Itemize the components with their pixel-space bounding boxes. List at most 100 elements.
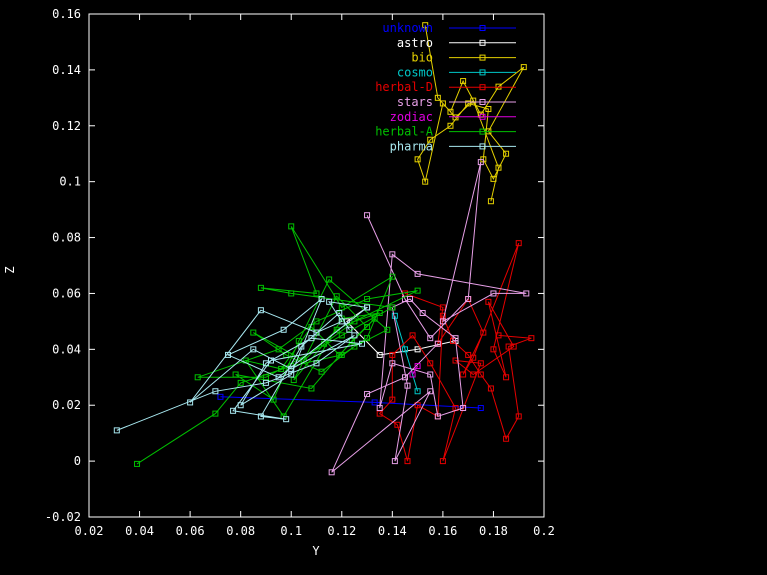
data-point — [364, 304, 371, 311]
x-axis-label: Y — [312, 544, 320, 558]
series-line — [136, 226, 418, 465]
data-point — [288, 371, 295, 378]
data-point — [212, 410, 219, 417]
y-tick-label: 0.12 — [52, 119, 81, 133]
data-point — [280, 326, 287, 333]
data-point — [318, 296, 325, 303]
data-point — [326, 298, 333, 305]
data-point — [495, 83, 502, 90]
data-point — [290, 377, 297, 384]
data-point — [346, 326, 353, 333]
data-point — [487, 198, 494, 205]
data-point — [465, 296, 472, 303]
data-point — [230, 407, 237, 414]
data-point — [288, 223, 295, 230]
y-tick-label: 0 — [74, 454, 81, 468]
series-line — [412, 365, 419, 375]
legend-label: stars — [397, 95, 433, 109]
legend: unknownastrobiocosmoherbal-Dstarszodiach… — [375, 21, 516, 153]
data-point — [333, 293, 340, 300]
legend-swatch-marker — [479, 143, 486, 150]
data-point — [427, 388, 434, 395]
data-point — [503, 435, 510, 442]
data-point — [217, 393, 224, 400]
data-point — [427, 360, 434, 367]
data-point — [313, 329, 320, 336]
data-point — [364, 391, 371, 398]
data-point — [336, 310, 343, 317]
x-tick-label: 0.18 — [479, 524, 508, 538]
data-point — [414, 270, 421, 277]
data-point — [477, 405, 484, 412]
data-point — [348, 337, 355, 344]
data-point — [401, 346, 408, 353]
y-tick-label: 0.04 — [52, 342, 81, 356]
data-point — [394, 421, 401, 428]
x-tick-label: 0.02 — [75, 524, 104, 538]
data-point — [515, 240, 522, 247]
data-point — [439, 312, 446, 319]
data-point — [389, 351, 396, 358]
legend-swatch-marker — [479, 69, 486, 76]
data-point — [389, 304, 396, 311]
data-point — [328, 469, 335, 476]
data-point — [427, 371, 434, 378]
legend-swatch-marker — [479, 99, 486, 105]
data-point — [113, 427, 120, 434]
data-point — [487, 385, 494, 392]
data-point — [336, 351, 343, 358]
data-point — [376, 310, 383, 317]
data-point — [434, 340, 441, 347]
data-point — [338, 318, 345, 325]
data-point — [250, 346, 257, 353]
data-point — [414, 287, 421, 294]
data-point — [485, 106, 492, 113]
series-layer — [113, 22, 535, 476]
data-point — [480, 329, 487, 336]
data-point — [313, 290, 320, 297]
data-point — [404, 382, 411, 389]
data-point — [288, 290, 295, 297]
data-point — [490, 290, 497, 297]
data-point — [288, 365, 295, 372]
y-tick-label: -0.02 — [45, 510, 81, 524]
data-point — [262, 379, 269, 386]
x-tick-label: 0.04 — [125, 524, 154, 538]
legend-label: bio — [411, 51, 433, 65]
data-point — [250, 329, 257, 336]
x-tick-label: 0.12 — [327, 524, 356, 538]
data-point — [225, 351, 232, 358]
data-point — [407, 296, 414, 303]
data-point — [495, 332, 502, 339]
plot-frame — [88, 13, 545, 518]
data-point — [313, 360, 320, 367]
data-point — [134, 460, 141, 467]
data-point — [212, 388, 219, 395]
data-point — [503, 374, 510, 381]
series-line — [116, 297, 369, 431]
data-point — [452, 335, 459, 342]
data-point — [308, 335, 315, 342]
data-point — [401, 374, 408, 381]
data-point — [283, 416, 290, 423]
y-tick-label: 0.02 — [52, 398, 81, 412]
x-tick-label: 0.1 — [280, 524, 302, 538]
legend-label: cosmo — [397, 65, 433, 79]
data-point — [422, 178, 429, 185]
data-point — [275, 346, 282, 353]
data-point — [439, 458, 446, 465]
legend-swatch-marker — [479, 54, 486, 61]
data-point — [364, 335, 371, 342]
data-point — [298, 343, 305, 350]
data-point — [477, 159, 484, 166]
data-point — [257, 307, 264, 314]
data-point — [275, 374, 282, 381]
data-point — [313, 318, 320, 325]
legend-swatch-marker — [479, 128, 486, 135]
legend-label: astro — [397, 36, 433, 50]
data-point — [391, 458, 398, 465]
data-point — [194, 374, 201, 381]
legend-label: herbal-D — [375, 80, 433, 94]
series-zodiac — [409, 363, 421, 378]
